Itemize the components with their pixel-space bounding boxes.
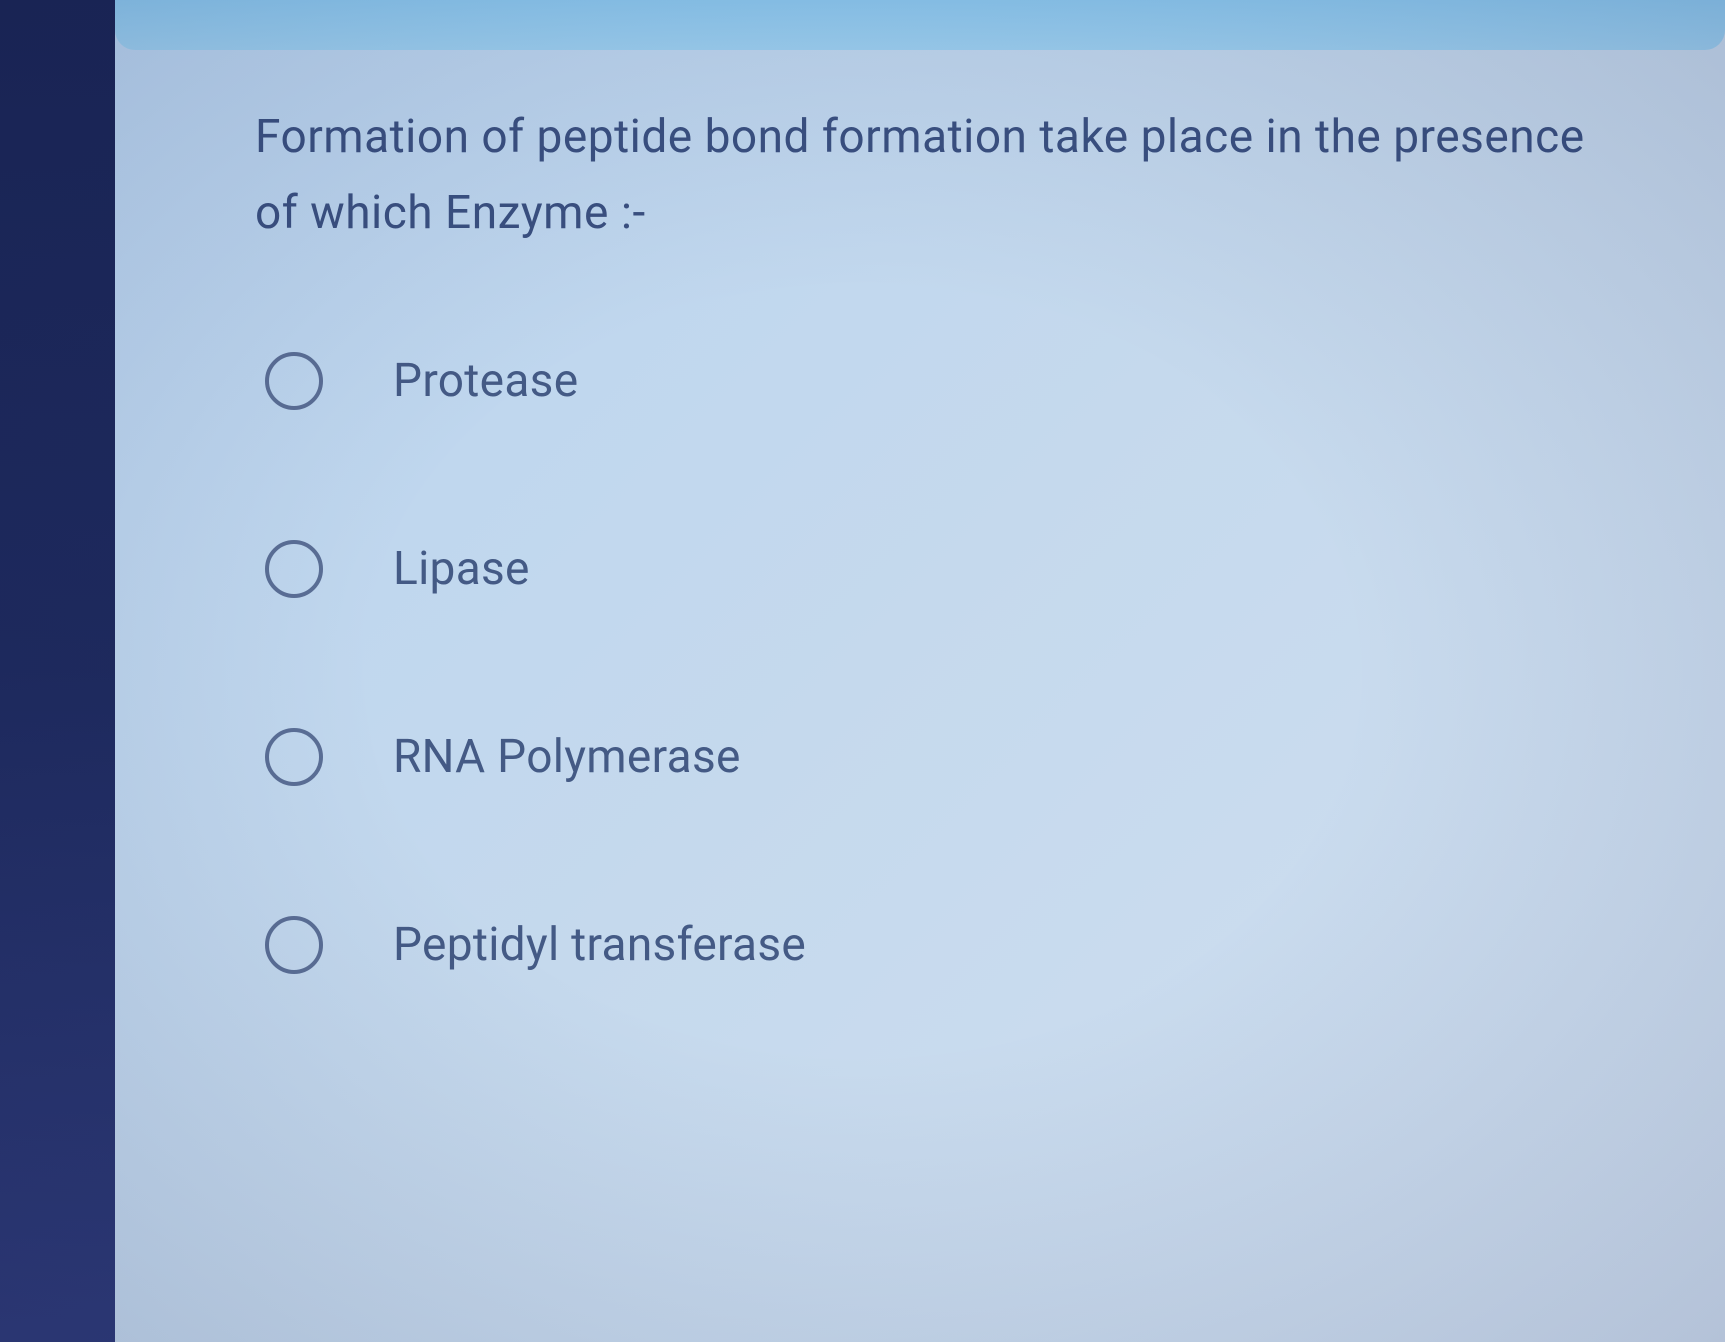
radio-icon[interactable] [265,540,323,598]
option-rna-polymerase[interactable]: RNA Polymerase [265,728,1635,786]
radio-icon[interactable] [265,352,323,410]
option-label: Lipase [393,542,530,596]
top-banner [115,0,1725,50]
radio-icon[interactable] [265,916,323,974]
option-label: Protease [393,354,578,408]
question-text: Formation of peptide bond formation take… [255,100,1605,252]
radio-icon[interactable] [265,728,323,786]
option-protease[interactable]: Protease [265,352,1635,410]
option-label: Peptidyl transferase [393,918,806,972]
left-sidebar [0,0,115,1342]
options-list: Protease Lipase RNA Polymerase Peptidyl … [255,352,1635,974]
option-peptidyl-transferase[interactable]: Peptidyl transferase [265,916,1635,974]
option-lipase[interactable]: Lipase [265,540,1635,598]
option-label: RNA Polymerase [393,730,741,784]
question-content: Formation of peptide bond formation take… [115,50,1725,1342]
